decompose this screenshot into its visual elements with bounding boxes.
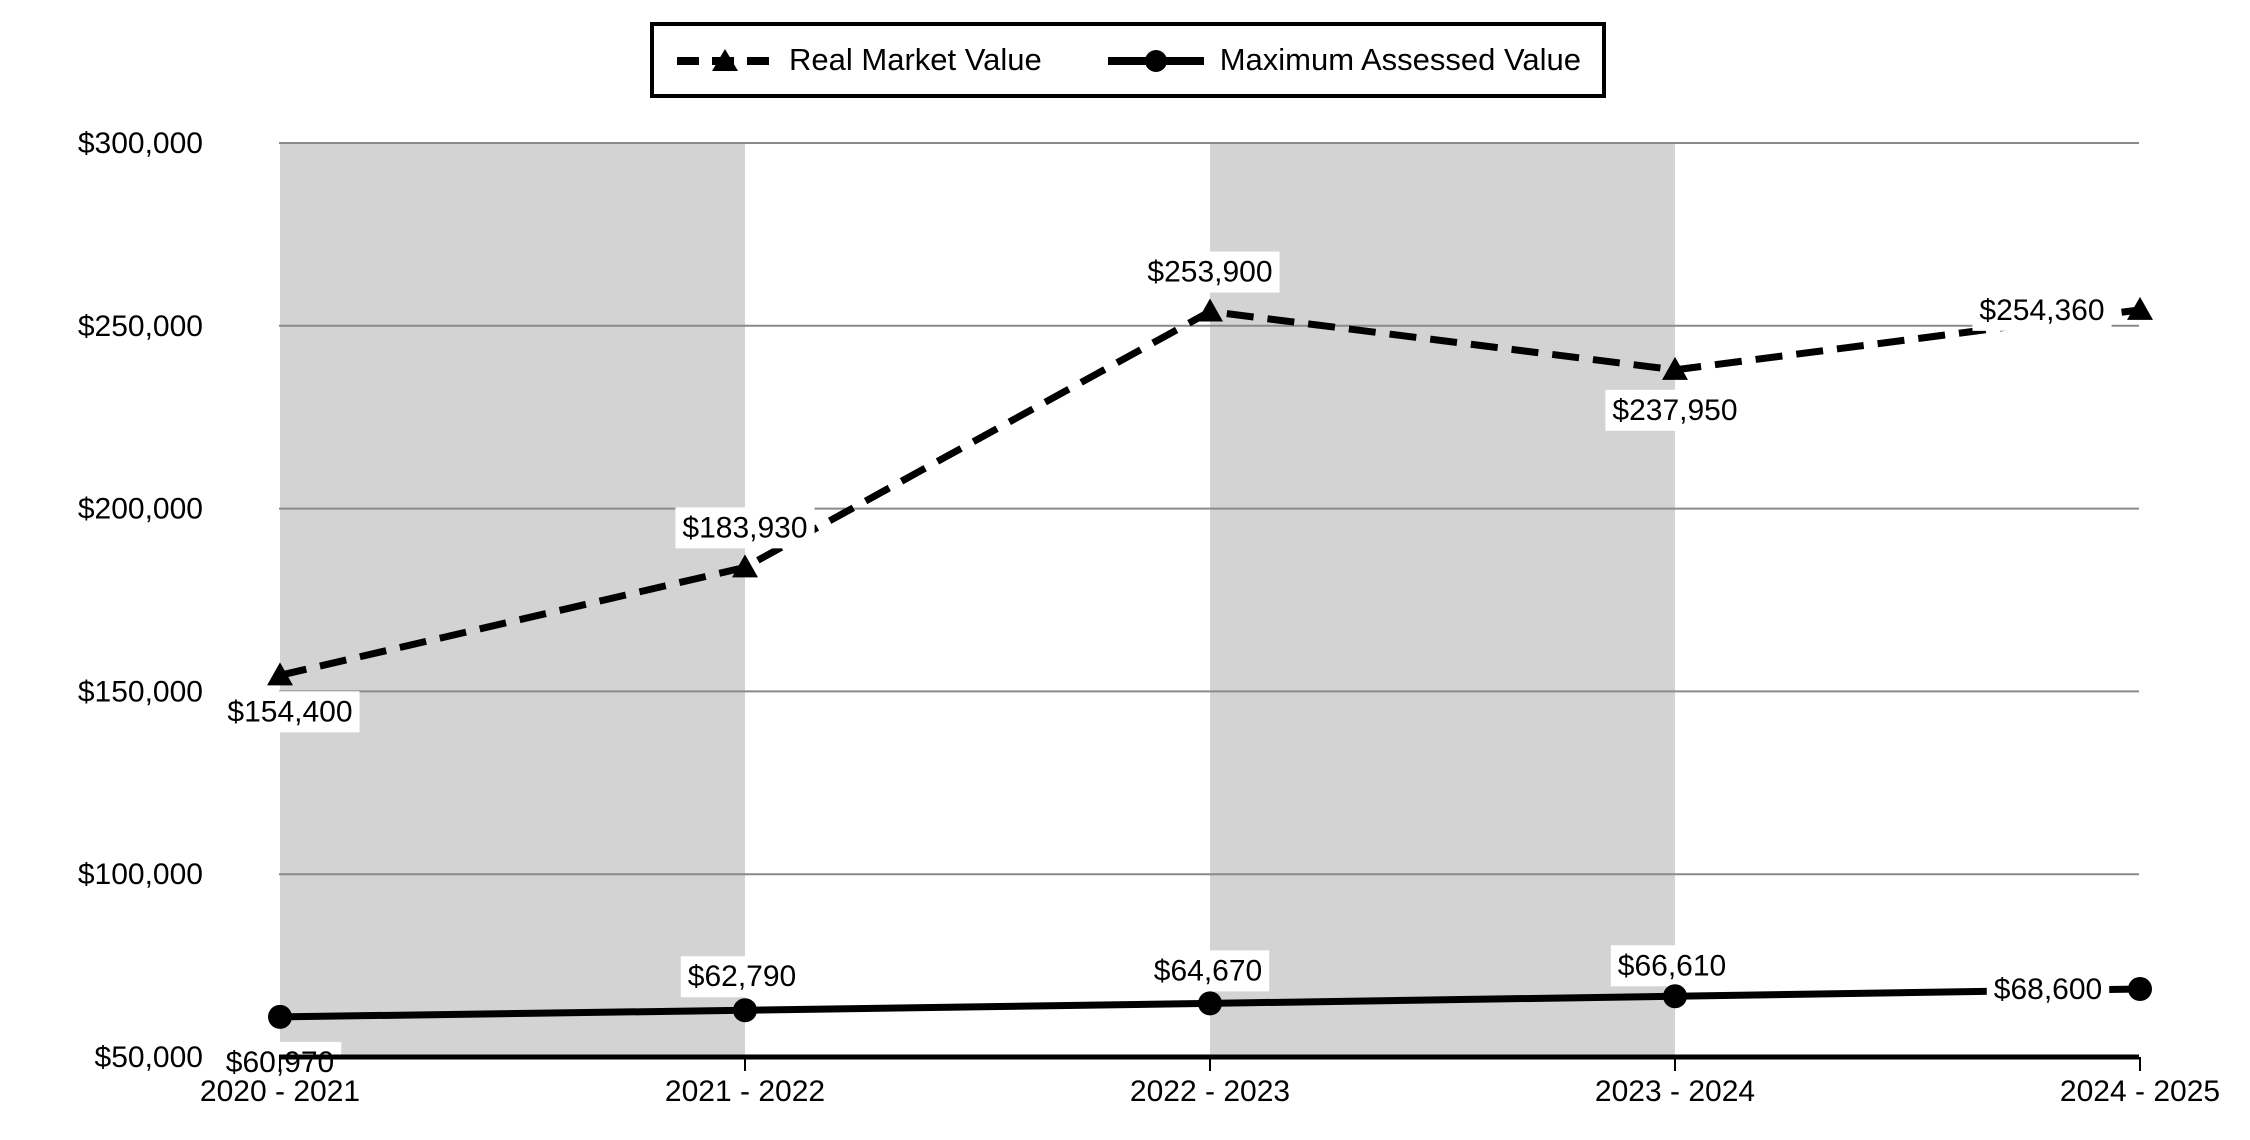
x-axis-tick-label: 2024 - 2025: [2060, 1075, 2220, 1108]
solid-line-circle-icon: [1107, 50, 1204, 72]
data-label-background: [675, 507, 815, 549]
triangle-marker: [267, 662, 293, 686]
data-label: $237,950: [1612, 394, 1737, 427]
circle-marker: [1663, 984, 1687, 1009]
data-label-background: [1986, 968, 2110, 1010]
shaded-band: [280, 143, 745, 1057]
data-label: $254,360: [1979, 294, 2104, 327]
data-label-background: [1610, 945, 1734, 987]
triangle-marker: [1197, 298, 1223, 322]
triangle-marker: [732, 554, 758, 578]
legend: Real Market Value Maximum Assessed Value: [650, 22, 1606, 98]
data-label-background: [220, 691, 360, 733]
dashed-line-triangle-icon: [677, 49, 774, 71]
layer-bands: [280, 143, 1675, 1057]
x-axis-tick-label: 2023 - 2024: [1595, 1075, 1755, 1108]
circle-marker: [2128, 976, 2152, 1001]
layer-axis: [279, 1054, 2141, 1071]
data-label-background: [680, 956, 804, 998]
y-axis-tick-label: $50,000: [95, 1041, 203, 1074]
data-label-background: [1972, 289, 2112, 331]
circle-marker: [268, 1004, 292, 1029]
triangle-marker: [1662, 356, 1688, 380]
layer-markers: [267, 296, 2153, 1029]
data-label-background: [1140, 251, 1280, 293]
triangle-marker: [2127, 296, 2153, 320]
x-axis-tick-label: 2020 - 2021: [200, 1075, 360, 1108]
data-label: $62,790: [688, 960, 796, 993]
legend-label-maximum-assessed-value: Maximum Assessed Value: [1219, 42, 1581, 77]
y-axis-tick-label: $250,000: [78, 310, 203, 343]
layer-text: $50,000 $100,000 $150,000 $200,000 $250,000 $…: [78, 127, 2220, 1108]
y-axis-tick-label: $300,000: [78, 127, 203, 160]
data-label-background: [1605, 389, 1745, 431]
shaded-band: [1210, 143, 1675, 1057]
data-label: $64,670: [1154, 954, 1262, 987]
data-label: $68,600: [1994, 973, 2102, 1006]
legend-label-real-market-value: Real Market Value: [789, 42, 1042, 77]
y-axis-tick-label: $100,000: [78, 858, 203, 891]
circle-marker: [733, 998, 757, 1023]
data-label: $183,930: [682, 511, 807, 544]
data-label: $66,610: [1618, 949, 1726, 982]
legend-item-real-market-value: Real Market Value: [675, 42, 1042, 78]
x-axis-tick-label: 2022 - 2023: [1130, 1075, 1290, 1108]
y-axis-tick-label: $200,000: [78, 493, 203, 526]
x-axis-tick-label: 2021 - 2022: [665, 1075, 825, 1108]
legend-item-maximum-assessed-value: Maximum Assessed Value: [1106, 42, 1581, 78]
data-label: $154,400: [227, 695, 352, 728]
y-axis-tick-label: $150,000: [78, 675, 203, 708]
data-label: $60,970: [226, 1046, 334, 1079]
data-label-background: [1146, 950, 1270, 992]
data-label: $253,900: [1147, 256, 1272, 289]
layer-grid: [279, 142, 2139, 876]
circle-marker: [1198, 991, 1222, 1016]
